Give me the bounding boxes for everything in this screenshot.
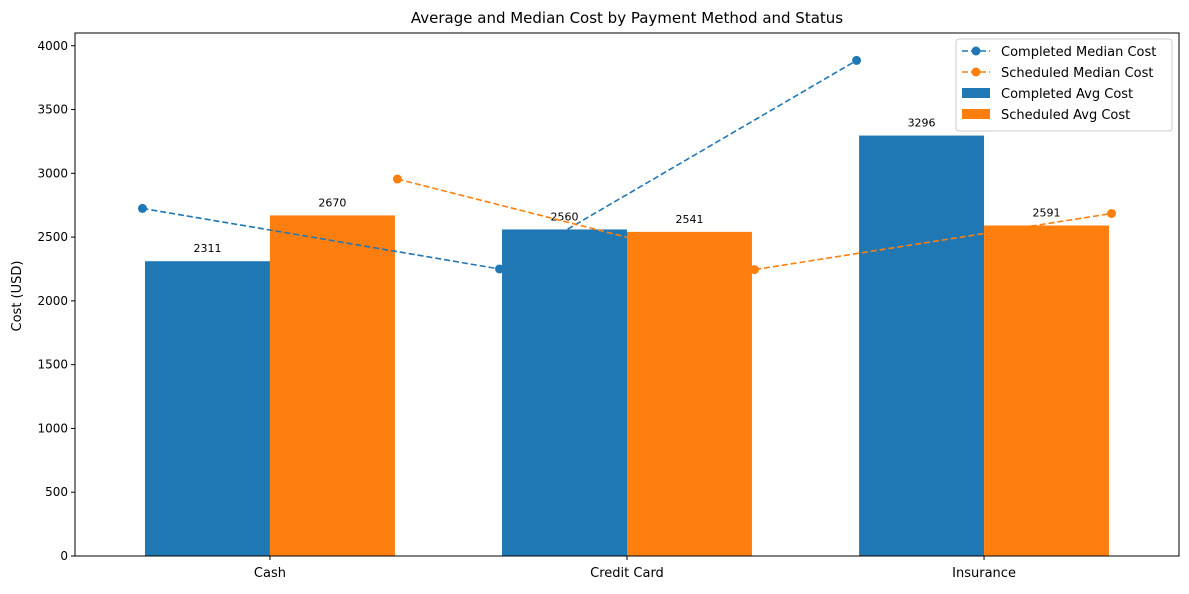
bar-value-label: 2670 <box>318 196 346 209</box>
legend-box <box>955 38 1173 132</box>
y-tick-label: 500 <box>45 485 68 499</box>
bar-scheduled-avg-cost-0 <box>269 215 395 556</box>
legend-label: Scheduled Avg Cost <box>1001 108 1130 123</box>
legend-label: Completed Avg Cost <box>1001 87 1133 102</box>
legend-label: Scheduled Median Cost <box>1001 66 1153 81</box>
legend-bar-swatch <box>962 109 990 119</box>
y-tick-label: 2000 <box>37 294 68 308</box>
y-tick-label: 1000 <box>37 421 68 435</box>
chart-title: Average and Median Cost by Payment Metho… <box>411 9 843 27</box>
marker-scheduled-median-cost-0 <box>392 174 402 184</box>
x-tick-label: Cash <box>254 566 286 581</box>
bar-completed-avg-cost-2 <box>859 135 985 556</box>
bar-scheduled-avg-cost-2 <box>984 225 1110 557</box>
bar-value-label: 3296 <box>908 117 936 130</box>
x-tick-label: Credit Card <box>590 566 664 581</box>
marker-completed-median-cost-2 <box>852 55 862 65</box>
marker-completed-median-cost-0 <box>137 203 147 213</box>
legend-bar-swatch <box>962 88 990 98</box>
legend-marker-swatch <box>971 67 981 77</box>
legend-label: Completed Median Cost <box>1001 45 1156 60</box>
y-tick-label: 3500 <box>37 103 68 117</box>
y-tick-label: 2500 <box>37 230 68 244</box>
bar-completed-avg-cost-1 <box>502 229 627 556</box>
y-tick-label: 1500 <box>37 358 68 372</box>
y-axis-label: Cost (USD) <box>10 261 25 332</box>
legend: Completed Median Cost Scheduled Median Co… <box>955 38 1173 132</box>
marker-completed-median-cost-1 <box>495 264 505 274</box>
bar-completed-avg-cost-0 <box>144 261 270 556</box>
y-tick-label: 0 <box>60 549 68 563</box>
y-tick-label: 3000 <box>37 166 68 180</box>
bar-value-label: 2591 <box>1033 206 1061 219</box>
legend-marker-swatch <box>971 46 981 56</box>
marker-scheduled-median-cost-1 <box>749 265 759 275</box>
x-tick-label: Insurance <box>952 566 1016 581</box>
bar-value-label: 2311 <box>193 242 221 255</box>
y-tick-label: 4000 <box>37 39 68 53</box>
bar-value-label: 2541 <box>675 213 703 226</box>
line-scheduled-median-cost <box>397 178 1112 271</box>
bar-scheduled-avg-cost-1 <box>627 231 752 556</box>
marker-scheduled-median-cost-2 <box>1107 208 1117 218</box>
